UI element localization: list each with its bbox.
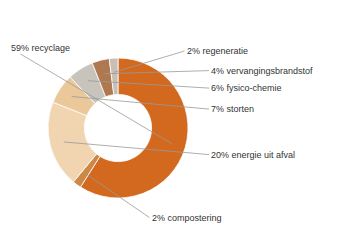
svg-text:2% regeneratie: 2% regeneratie — [187, 46, 248, 56]
svg-text:4% vervangingsbrandstof: 4% vervangingsbrandstof — [211, 66, 313, 76]
svg-text:7% storten: 7% storten — [211, 104, 254, 114]
svg-text:20% energie uit afval: 20% energie uit afval — [211, 150, 295, 160]
svg-text:2% compostering: 2% compostering — [152, 213, 222, 223]
svg-text:6% fysico-chemie: 6% fysico-chemie — [211, 83, 282, 93]
svg-text:59% recyclage: 59% recyclage — [11, 43, 70, 53]
